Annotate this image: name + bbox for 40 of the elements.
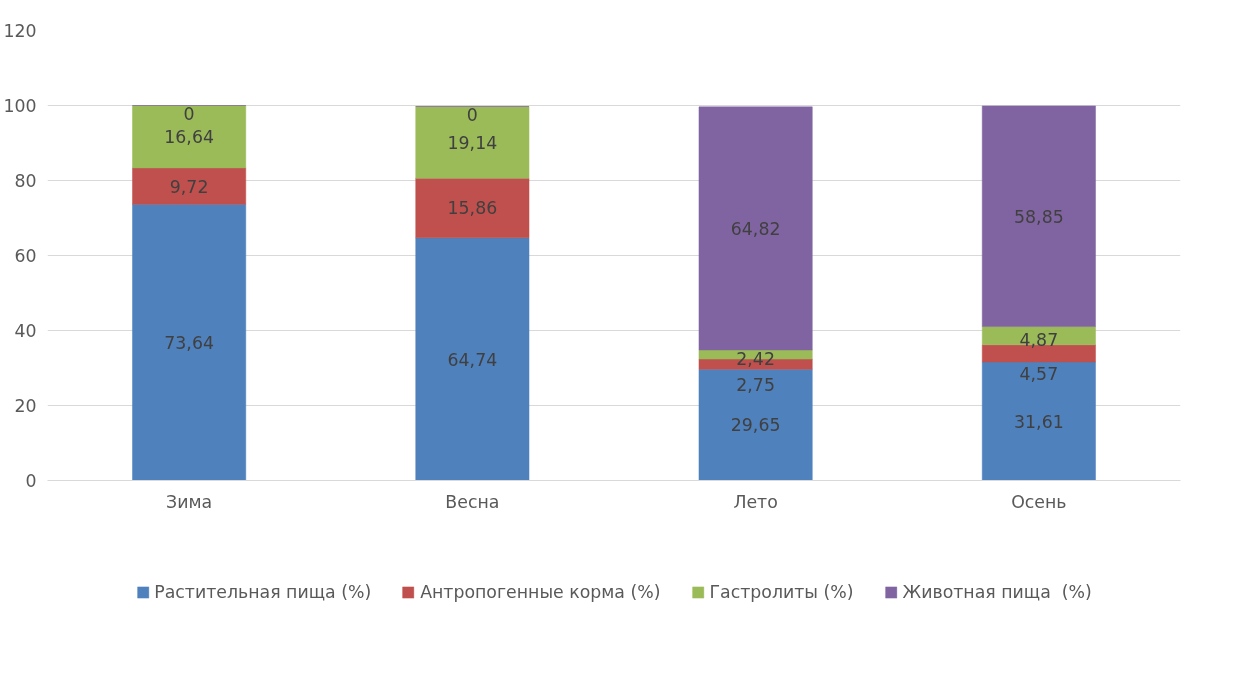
- data-label: 2,75: [736, 374, 775, 395]
- data-label: 15,86: [447, 198, 498, 219]
- data-label: 0: [466, 104, 478, 125]
- bar: [132, 105, 247, 169]
- data-label: 19,14: [447, 132, 498, 153]
- bar: [698, 106, 813, 351]
- data-label: 0: [183, 104, 195, 124]
- data-label: 64,82: [730, 218, 781, 239]
- data-label: 9,72: [169, 176, 209, 197]
- legend-label: Растительная пища (%): [154, 582, 372, 603]
- bar: [415, 178, 530, 238]
- y-tick-label: 20: [14, 396, 37, 416]
- legend-label: Животная пища (%): [902, 582, 1092, 603]
- legend-label: Гастролиты (%): [709, 582, 854, 603]
- y-tick-label: 60: [14, 246, 37, 266]
- data-label: 73,64: [164, 332, 214, 353]
- data-label: 4,57: [1019, 363, 1059, 384]
- bar: [132, 204, 247, 481]
- bar: [415, 237, 530, 481]
- y-tick-label: 80: [14, 171, 37, 191]
- data-label: 58,85: [1014, 206, 1064, 227]
- data-label: 16,64: [164, 127, 214, 148]
- data-label: 31,61: [1014, 411, 1064, 432]
- x-tick-label: Зима: [166, 491, 213, 512]
- bar: [415, 106, 530, 179]
- data-label: 29,65: [730, 415, 781, 436]
- x-tick-label: Лето: [733, 491, 778, 512]
- legend-label: Антропогенные корма (%): [420, 582, 661, 603]
- x-tick-label: Весна: [445, 491, 500, 512]
- data-label: 4,87: [1019, 330, 1059, 351]
- y-tick-label: 120: [3, 21, 37, 41]
- bar: [981, 105, 1096, 327]
- bar: [698, 369, 813, 481]
- y-tick-label: 100: [3, 96, 37, 116]
- bar: [981, 361, 1096, 481]
- y-tick-label: 40: [14, 321, 37, 341]
- y-tick-label: 0: [25, 471, 37, 491]
- bar: [132, 167, 247, 205]
- x-tick-label: Осень: [1011, 491, 1067, 512]
- data-label: 64,74: [447, 349, 498, 370]
